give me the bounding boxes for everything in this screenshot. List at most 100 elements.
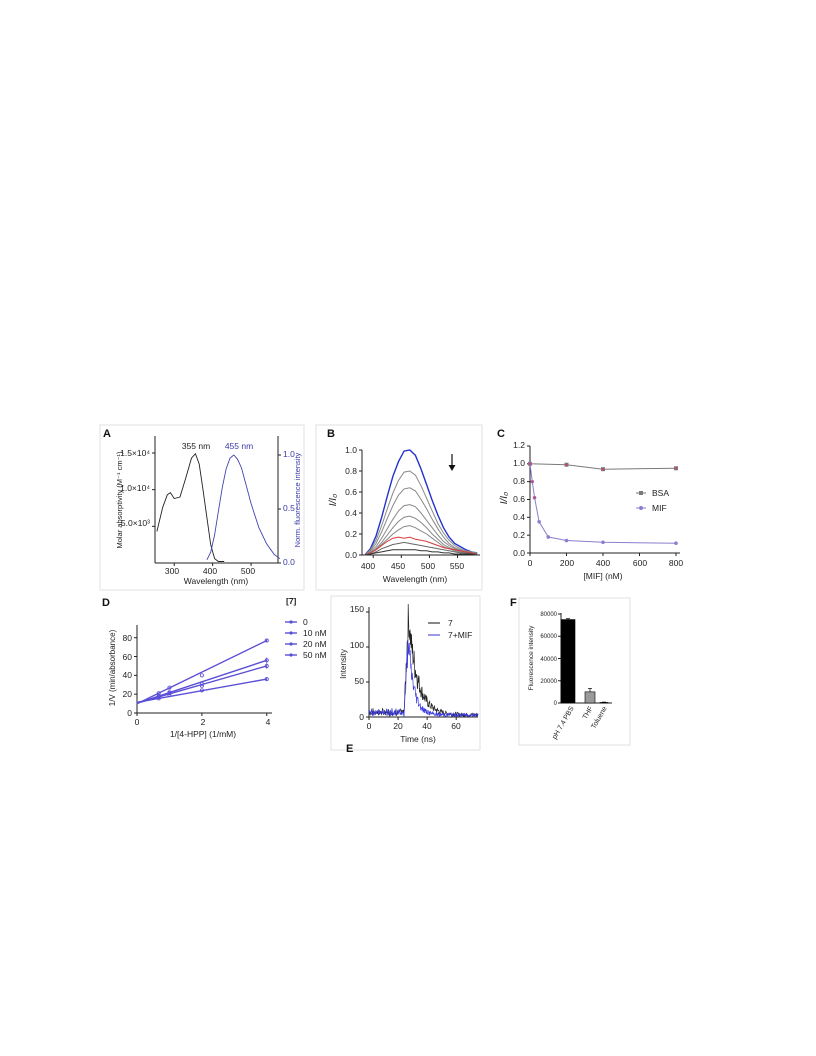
- panel-b-frame: [315, 424, 483, 591]
- panel-b-series-line-1: [364, 470, 478, 556]
- panel-e-xtick-2: 40: [422, 721, 432, 731]
- panel-f-letter: F: [510, 597, 517, 609]
- panel-d-point-0: [199, 688, 204, 693]
- panel-c-ytick-2: 0.4: [513, 512, 525, 522]
- panel-c-point-highlight-5: [533, 496, 536, 499]
- panel-c-xtick-4: 800: [669, 558, 683, 568]
- panel-c-xlabel: [MIF] (nM): [583, 571, 622, 581]
- panel-e: E 0 50 100 150 0 20 40 60 Time (ns) Inte…: [330, 595, 481, 755]
- panel-d-fit-line-1: [136, 665, 267, 704]
- panel-f-bar-2: [599, 702, 609, 704]
- panel-a-xlabel: Wavelength (nm): [184, 576, 249, 586]
- panel-e-xlabel: Time (ns): [400, 734, 436, 744]
- panel-e-xtick-1: 20: [393, 721, 403, 731]
- panel-d-point-3: [156, 691, 161, 696]
- panel-d-xtick-2: 4: [266, 717, 271, 727]
- panel-a-annotation-455: 455 nm: [225, 441, 253, 451]
- panel-d-ytick-0: 0: [127, 708, 132, 718]
- panel-c-xtick-0: 0: [528, 558, 533, 568]
- panel-d-legend-label-3: 50 nM: [303, 650, 327, 660]
- panel-d-legend-label-2: 20 nM: [303, 639, 327, 649]
- panel-b-xtick-3: 550: [450, 561, 464, 571]
- panel-f-ytick-3: 60000: [540, 634, 557, 640]
- panel-a-y2label: Norm. fluorescence intensity: [293, 452, 302, 547]
- panel-d-legend-marker-0: [289, 620, 293, 624]
- panel-f-ylabel: Fluorescence intensity: [528, 625, 535, 690]
- panel-c-point-highlight-2: [601, 467, 605, 471]
- panel-f-ytick-2: 40000: [540, 657, 557, 663]
- panel-d-point-3: [199, 673, 204, 678]
- panel-d-letter: D: [102, 597, 110, 609]
- panel-d: D 0 20 40 60 80 0 2 4 1/[4-HPP] (1/mM) 1…: [102, 596, 327, 739]
- panel-c-xtick-1: 200: [560, 558, 574, 568]
- panel-c-letter: C: [497, 428, 505, 440]
- panel-c-xtick-3: 600: [633, 558, 647, 568]
- panel-d-legend-marker-3: [289, 653, 293, 657]
- panel-d-legend-marker-1: [289, 631, 293, 635]
- panel-c-xtick-2: 400: [596, 558, 610, 568]
- panel-b-xlabel: Wavelength (nm): [383, 574, 448, 584]
- panel-a-ylabel: Molar absorptivity (M⁻¹ cm⁻¹): [115, 451, 124, 549]
- panel-a-xtick-0: 300: [165, 566, 179, 576]
- panel-e-series-7-trace: [368, 603, 479, 718]
- panel-b-ylabel: I/I₀: [328, 494, 339, 507]
- panel-a-ytick-0: 5.0×10³: [121, 518, 150, 528]
- panel-b-ytick-5: 1.0: [345, 445, 357, 455]
- panel-b-series-line-5: [364, 525, 478, 556]
- panel-c-ylabel: I/I₀: [499, 492, 510, 505]
- panel-e-ytick-2: 100: [350, 640, 364, 650]
- panel-c-ytick-4: 0.8: [513, 476, 525, 486]
- panel-f-ytick-0: 0: [554, 701, 558, 707]
- panel-b-series-line-0: [364, 449, 478, 556]
- panel-c-point-highlight-4: [531, 480, 534, 483]
- panel-e-series-7-mif-trace: [368, 640, 479, 718]
- panel-b-series-line-2: [364, 487, 478, 556]
- panel-d-fit-line-3: [136, 639, 268, 705]
- panel-b-xtick-2: 500: [421, 561, 435, 571]
- panel-c-legend-mif-marker: [639, 506, 643, 510]
- panel-c-legend-bsa-label: BSA: [652, 488, 669, 498]
- panel-c-legend-bsa-marker: [639, 491, 643, 495]
- panel-a-y2tick-0: 0.0: [283, 557, 295, 567]
- panel-d-ytick-2: 40: [123, 670, 133, 680]
- panel-d-legend-label-1: 10 nM: [303, 628, 327, 638]
- panel-c-point-highlight-3: [674, 467, 678, 470]
- panel-c-line-mif: [529, 463, 677, 544]
- panel-c-legend-mif-label: MIF: [652, 503, 667, 513]
- panel-c-ytick-1: 0.2: [513, 530, 525, 540]
- panel-b-down-arrow-icon: [448, 465, 456, 471]
- panel-b-series-line-6: [364, 536, 478, 556]
- panel-d-fit-line-2: [136, 659, 268, 704]
- panel-a-y2tick-1: 0.5: [283, 503, 295, 513]
- panel-d-point-2: [167, 690, 172, 695]
- panel-d-point-3: [167, 685, 172, 690]
- panel-f-xtick-thf: THF: [582, 706, 595, 721]
- panel-c-point-mif: [546, 535, 551, 539]
- panel-e-letter: E: [346, 743, 353, 755]
- panel-a-absorbance-line: [156, 452, 225, 562]
- panel-e-xtick-3: 60: [451, 721, 461, 731]
- panel-a-frame: [99, 424, 305, 591]
- panel-d-legend-marker-2: [289, 642, 293, 646]
- panel-e-ylabel: Intensity: [339, 649, 348, 679]
- panel-d-ytick-4: 80: [123, 633, 133, 643]
- panel-a-ytick-2: 1.5×10⁴: [120, 448, 150, 458]
- panel-c-point-mif: [601, 540, 605, 545]
- panel-d-ytick-3: 60: [123, 652, 133, 662]
- panel-e-legend-7-label: 7: [448, 618, 453, 628]
- panel-c-point-highlight-0: [528, 462, 532, 466]
- panel-e-legend-7-mif-label: 7+MIF: [448, 630, 472, 640]
- panel-f-ytick-4: 80000: [540, 612, 557, 618]
- panel-c-ytick-6: 1.2: [513, 440, 525, 450]
- panel-c-point-highlight-1: [565, 463, 568, 466]
- panel-b-ytick-1: 0.2: [345, 529, 357, 539]
- panel-b-ytick-2: 0.4: [345, 508, 357, 518]
- panel-e-ytick-3: 150: [350, 604, 364, 614]
- panel-d-legend-label-0: 0: [303, 617, 308, 627]
- panel-f-bar-0: [560, 619, 576, 704]
- panel-d-ytick-1: 20: [123, 689, 133, 699]
- panel-b-xtick-1: 450: [391, 561, 405, 571]
- panel-f-bar-1: [584, 691, 596, 704]
- panel-c-ytick-3: 0.6: [513, 494, 525, 504]
